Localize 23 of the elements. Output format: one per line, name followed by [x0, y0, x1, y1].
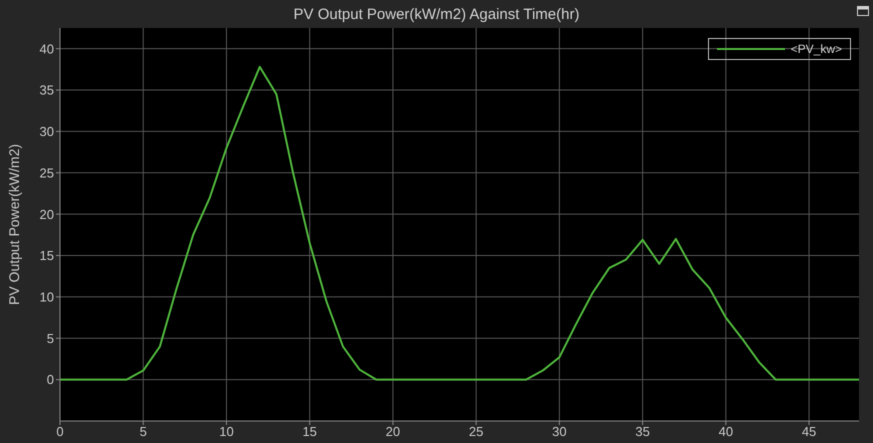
x-tick-label: 15 — [302, 424, 317, 440]
x-tick-label: 0 — [56, 424, 64, 440]
y-tick-label: 15 — [40, 248, 54, 264]
x-tick-label: 25 — [468, 424, 484, 440]
y-tick-label: 40 — [40, 41, 54, 56]
x-tick-label: 30 — [552, 424, 567, 440]
y-tick-label: 0 — [46, 372, 54, 388]
x-tick-label: 5 — [140, 424, 147, 440]
x-tick-label: 35 — [635, 424, 650, 440]
y-axis-title: PV Output Power(kW/m2) — [6, 144, 22, 306]
chart-title: PV Output Power(kW/m2) Against Time(hr) — [292, 6, 580, 23]
line-series — [60, 66, 859, 381]
x-tick-label: 45 — [802, 424, 816, 440]
x-tick-label: 10 — [219, 424, 234, 440]
x-tick-label: 20 — [386, 424, 400, 440]
text: <PV_kw> — [790, 42, 842, 56]
y-tick-label: 35 — [40, 82, 54, 98]
x-tick-label: 40 — [718, 424, 734, 440]
y-tick-label: 25 — [40, 165, 54, 180]
y-tick-label: 10 — [40, 290, 54, 305]
y-tick-label: 30 — [40, 124, 54, 140]
y-tick-label: 5 — [46, 330, 54, 346]
y-tick-label: 20 — [40, 206, 54, 222]
